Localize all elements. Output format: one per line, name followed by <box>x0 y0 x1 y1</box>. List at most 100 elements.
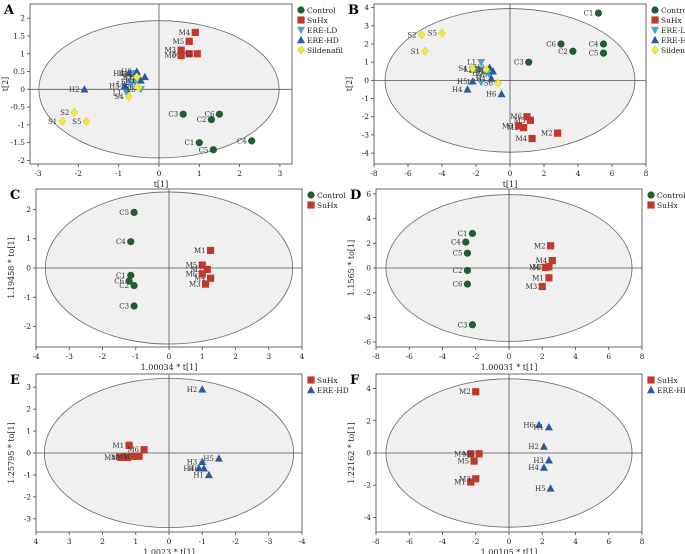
panel-letter: E <box>10 373 20 388</box>
data-point <box>177 51 185 60</box>
point-label: C5 <box>199 146 209 154</box>
point-label: M5 <box>532 263 544 271</box>
point-label: S2 <box>60 109 69 117</box>
x-tick-label: 2 <box>233 352 238 361</box>
point-label: C4 <box>451 239 461 247</box>
point-label: C5 <box>589 50 599 58</box>
point-label: M6 <box>127 446 139 454</box>
point-label: H6 <box>523 421 534 429</box>
point-label: M3 <box>502 122 514 130</box>
y-tick-label: 4 <box>364 3 369 12</box>
y-tick-label: -4 <box>364 513 372 522</box>
data-point <box>207 115 215 124</box>
data-point <box>468 229 477 238</box>
x-tick-label: -1 <box>132 352 139 361</box>
y-tick-label: -4 <box>362 149 370 158</box>
data-point <box>534 420 543 428</box>
y-axis-label: 1.19458 * to[1] <box>7 237 16 299</box>
data-point <box>539 442 548 450</box>
plot-e: 4 3 2 1 0 -1 -2 -3 -4 -3 -2 -1 0 1 2 3 1.0023 * t[1] 1.25… <box>7 373 349 554</box>
legend-label: ERE-LD <box>307 26 337 35</box>
data-point <box>134 83 143 93</box>
y-tick-label: -2 <box>18 156 26 165</box>
legend-label: Control <box>317 191 346 200</box>
panel-letter: F <box>350 373 360 388</box>
y-tick-label: 0 <box>366 449 371 458</box>
point-label: C3 <box>119 303 129 311</box>
point-label: M6 <box>165 52 177 60</box>
x-tick-label: 0 <box>507 537 512 546</box>
y-tick-label: -2 <box>362 112 370 121</box>
panel-c: -4 -3 -2 -1 0 1 2 3 4 -2 -1 0 1 2 1.00034 * t[1] 1.1945… <box>0 185 346 372</box>
y-tick-label: 2 <box>366 416 371 425</box>
x-tick-label: 0 <box>157 169 162 178</box>
y-tick-label: -1 <box>24 470 31 479</box>
legend-label: SuHx <box>661 16 683 25</box>
point-label: H3 <box>121 68 132 76</box>
point-label: C4 <box>237 137 247 145</box>
data-point <box>526 116 534 124</box>
data-point <box>58 116 67 126</box>
panel-a: -3 -2 -1 0 1 2 3 -2 -1.5 -1 -0.5 0 0.5 1 1.5 2 t[1] t[2] A… <box>0 0 343 189</box>
point-label: S2 <box>407 31 416 39</box>
data-point <box>123 453 132 461</box>
x-tick-label: 2 <box>540 537 545 546</box>
point-label: M1 <box>532 274 544 282</box>
point-label: H3 <box>187 458 198 466</box>
data-point <box>130 208 138 217</box>
legend-label: ERE-HD <box>657 386 685 395</box>
legend-label: ERE-HD <box>307 36 339 45</box>
data-point <box>204 470 213 479</box>
y-tick-label: 1 <box>20 49 25 58</box>
point-label: M1 <box>112 442 124 450</box>
y-tick-label: -3 <box>24 514 32 523</box>
data-point <box>124 91 133 101</box>
data-point <box>198 457 207 465</box>
x-tick-label: -8 <box>370 169 378 178</box>
data-point <box>198 270 206 278</box>
x-tick-label: -2 <box>232 537 240 546</box>
y-tick-label: 2 <box>26 205 31 214</box>
data-point <box>477 58 486 67</box>
data-point <box>463 249 472 257</box>
x-tick-label: 8 <box>640 352 645 361</box>
x-tick-label: 0 <box>167 537 172 546</box>
point-label: L6 <box>117 81 127 89</box>
point-label: M3 <box>526 283 538 291</box>
legend-marker <box>307 376 315 384</box>
point-label: H4 <box>113 70 124 78</box>
legend-marker <box>647 201 655 209</box>
x-tick-label: -4 <box>439 537 447 546</box>
data-point <box>494 78 502 88</box>
legend-marker <box>651 35 659 44</box>
point-label: M3 <box>122 453 134 461</box>
point-label: H2 <box>528 443 539 451</box>
data-point <box>557 40 565 48</box>
data-point <box>554 129 562 137</box>
point-label: M1 <box>507 124 519 132</box>
data-point <box>198 261 206 269</box>
point-label: L5 <box>127 86 136 94</box>
panel-letter: C <box>10 188 20 203</box>
data-point <box>463 280 472 288</box>
data-point <box>127 238 135 246</box>
y-tick-label: -3 <box>362 130 370 139</box>
data-point <box>438 28 446 38</box>
data-point <box>546 484 555 492</box>
point-label: M2 <box>534 242 546 250</box>
point-label: H5 <box>535 485 546 493</box>
y-tick-label: 4 <box>366 214 371 223</box>
point-label: S1 <box>48 118 57 126</box>
point-label: H4 <box>528 464 539 472</box>
legend-label: SuHx <box>657 376 679 385</box>
point-label: M2 <box>111 454 123 462</box>
x-tick-label: -1 <box>199 537 206 546</box>
x-tick-label: 0 <box>167 352 172 361</box>
legend-label: SuHx <box>307 16 329 25</box>
x-tick-label: 4 <box>573 352 578 361</box>
plot-b: -8 -6 -4 -2 0 2 4 6 8 4 3 2 1 0 -1 -2 -3 -4 t[1] t[2] B Contr… <box>345 3 685 189</box>
point-label: C4 <box>116 238 126 246</box>
data-point <box>195 139 203 147</box>
point-label: C4 <box>589 41 599 49</box>
data-point <box>248 137 256 145</box>
